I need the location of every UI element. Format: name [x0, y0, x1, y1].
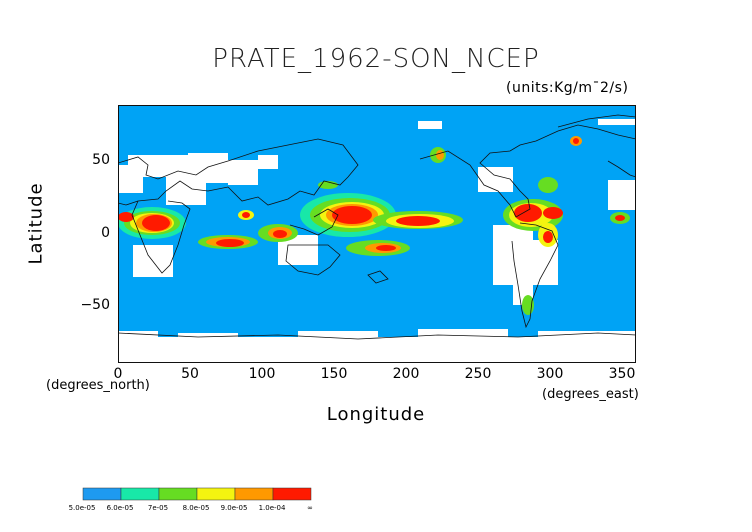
latitude-axis-label: Latitude: [25, 182, 47, 265]
lat-tick-minus50: −50: [80, 297, 110, 313]
map-frame: [118, 105, 636, 363]
lat-tick-0: 0: [101, 225, 110, 241]
lon-tick-100: 100: [248, 366, 276, 382]
colorbar-label: 9.0e-05: [220, 504, 248, 512]
colorbar-label: ∞: [307, 504, 313, 512]
colorbar-swatch: [158, 487, 198, 501]
colorbar-swatch: [234, 487, 274, 501]
no-data-regions: [118, 119, 636, 363]
lon-tick-0: 0: [113, 366, 123, 382]
colorbar-label: 8.0e-05: [182, 504, 210, 512]
lon-tick-50: 50: [181, 366, 199, 382]
colorbar-label: 6.0e-05: [106, 504, 134, 512]
lat-tick-50: 50: [92, 152, 110, 168]
colorbar-swatch: [196, 487, 236, 501]
units-label: (units:Kg/m¯2/s): [506, 80, 629, 96]
latitude-unit-note: (degrees_north): [46, 378, 150, 393]
longitude-axis-label: Longitude: [326, 404, 426, 425]
colorbar-swatch: [272, 487, 312, 501]
precipitation-map: [118, 105, 636, 363]
coastlines: [118, 114, 636, 340]
colorbar-swatch: [82, 487, 122, 501]
field-background: [118, 105, 636, 363]
longitude-unit-note: (degrees_east): [542, 387, 639, 402]
lon-tick-200: 200: [392, 366, 420, 382]
colorbar-label: 5.0e-05: [68, 504, 96, 512]
colorbar-label: 1.0e-04: [258, 504, 286, 512]
lon-tick-250: 250: [464, 366, 492, 382]
colorbar-swatch: [120, 487, 160, 501]
lon-tick-150: 150: [320, 366, 348, 382]
precipitation-field: [118, 136, 630, 315]
map-title: PRATE_1962-SON_NCEP: [212, 44, 540, 74]
colorbar: [82, 487, 312, 501]
lon-tick-300: 300: [536, 366, 564, 382]
lon-tick-350: 350: [608, 366, 636, 382]
colorbar-label: 7e-05: [147, 504, 169, 512]
